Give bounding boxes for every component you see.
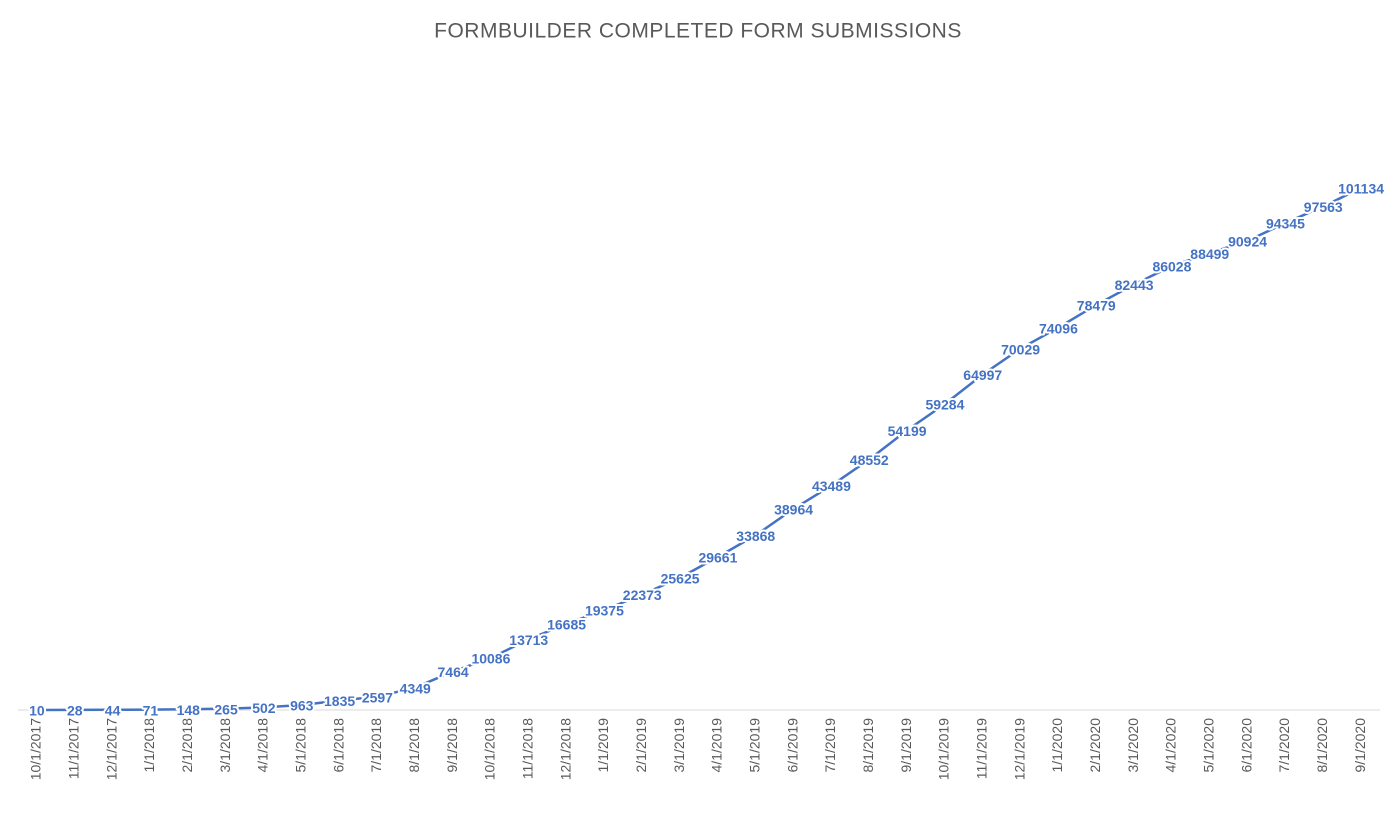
data-label: 2597	[362, 689, 393, 705]
x-tick-label: 5/1/2019	[746, 718, 762, 773]
x-tick-label: 1/1/2020	[1049, 718, 1065, 773]
x-tick-label: 5/1/2018	[292, 718, 308, 773]
x-tick-label: 2/1/2020	[1087, 718, 1103, 773]
data-label: 265	[214, 701, 238, 717]
x-tick-label: 7/1/2019	[822, 718, 838, 773]
x-tick-label: 10/1/2019	[936, 718, 952, 780]
data-label: 963	[290, 698, 314, 714]
data-label: 16685	[547, 617, 586, 633]
data-label: 10	[29, 703, 45, 719]
line	[36, 186, 1362, 712]
x-tick-label: 11/1/2019	[973, 718, 989, 779]
data-label: 29661	[698, 550, 737, 566]
data-label: 1835	[324, 693, 355, 709]
data-label: 43489	[812, 478, 851, 494]
data-label: 25625	[661, 570, 700, 586]
data-label: 48552	[850, 452, 889, 468]
data-label: 90924	[1228, 233, 1267, 249]
data-label: 74096	[1039, 320, 1078, 336]
x-tick-label: 6/1/2020	[1238, 718, 1254, 773]
x-tick-label: 1/1/2019	[595, 718, 611, 773]
x-tick-label: 12/1/2017	[103, 718, 119, 780]
x-tick-label: 4/1/2018	[255, 718, 271, 773]
x-tick-label: 8/1/2020	[1314, 718, 1330, 773]
data-label: 10086	[471, 651, 510, 667]
data-label: 33868	[736, 528, 775, 544]
x-tick-label: 9/1/2018	[444, 718, 460, 773]
x-tick-label: 5/1/2020	[1200, 718, 1216, 773]
data-label: 59284	[925, 397, 964, 413]
data-label: 148	[177, 702, 201, 718]
x-tick-label: 12/1/2019	[1011, 718, 1027, 780]
x-tick-label: 6/1/2018	[330, 718, 346, 773]
data-label: 22373	[623, 587, 662, 603]
data-label: 70029	[1001, 341, 1040, 357]
chart-title: FORMBUILDER COMPLETED FORM SUBMISSIONS	[434, 20, 962, 43]
data-label: 7464	[438, 664, 469, 680]
x-tick-label: 2/1/2018	[179, 718, 195, 773]
x-tick-label: 4/1/2019	[709, 718, 725, 773]
x-tick-label: 8/1/2018	[406, 718, 422, 773]
x-tick-label: 10/1/2018	[482, 718, 498, 780]
data-label: 64997	[963, 367, 1002, 383]
data-label: 54199	[888, 423, 927, 439]
x-tick-label: 9/1/2020	[1352, 718, 1368, 773]
x-tick-label: 10/1/2017	[28, 718, 44, 780]
data-label: 4349	[400, 680, 431, 696]
data-label: 101134	[1338, 181, 1384, 197]
x-tick-label: 3/1/2019	[671, 718, 687, 773]
x-tick-label: 3/1/2018	[217, 718, 233, 773]
x-tick-label: 9/1/2019	[898, 718, 914, 773]
data-label: 44	[105, 702, 121, 718]
x-tick-label: 8/1/2019	[860, 718, 876, 773]
data-label: 82443	[1115, 277, 1154, 293]
x-tick-label: 2/1/2019	[633, 718, 649, 773]
data-label: 19375	[585, 603, 624, 619]
x-tick-label: 7/1/2018	[368, 718, 384, 773]
x-tick-label: 4/1/2020	[1163, 718, 1179, 773]
x-tick-label: 3/1/2020	[1125, 718, 1141, 773]
data-label: 86028	[1152, 259, 1191, 275]
data-label: 38964	[774, 502, 813, 518]
data-label: 94345	[1266, 216, 1305, 232]
x-tick-label: 7/1/2020	[1276, 718, 1292, 773]
x-tick-label: 11/1/2018	[519, 718, 535, 779]
x-tick-label: 11/1/2017	[65, 718, 81, 779]
x-tick-label: 6/1/2019	[784, 718, 800, 773]
x-tick-label: 12/1/2018	[557, 718, 573, 780]
data-label: 502	[252, 700, 276, 716]
data-label: 97563	[1304, 199, 1343, 215]
data-label: 13713	[509, 632, 548, 648]
x-tick-label: 1/1/2018	[141, 718, 157, 773]
data-label: 78479	[1077, 298, 1116, 314]
data-label: 71	[143, 702, 159, 718]
data-label: 88499	[1190, 246, 1229, 262]
data-label: 28	[67, 703, 83, 719]
